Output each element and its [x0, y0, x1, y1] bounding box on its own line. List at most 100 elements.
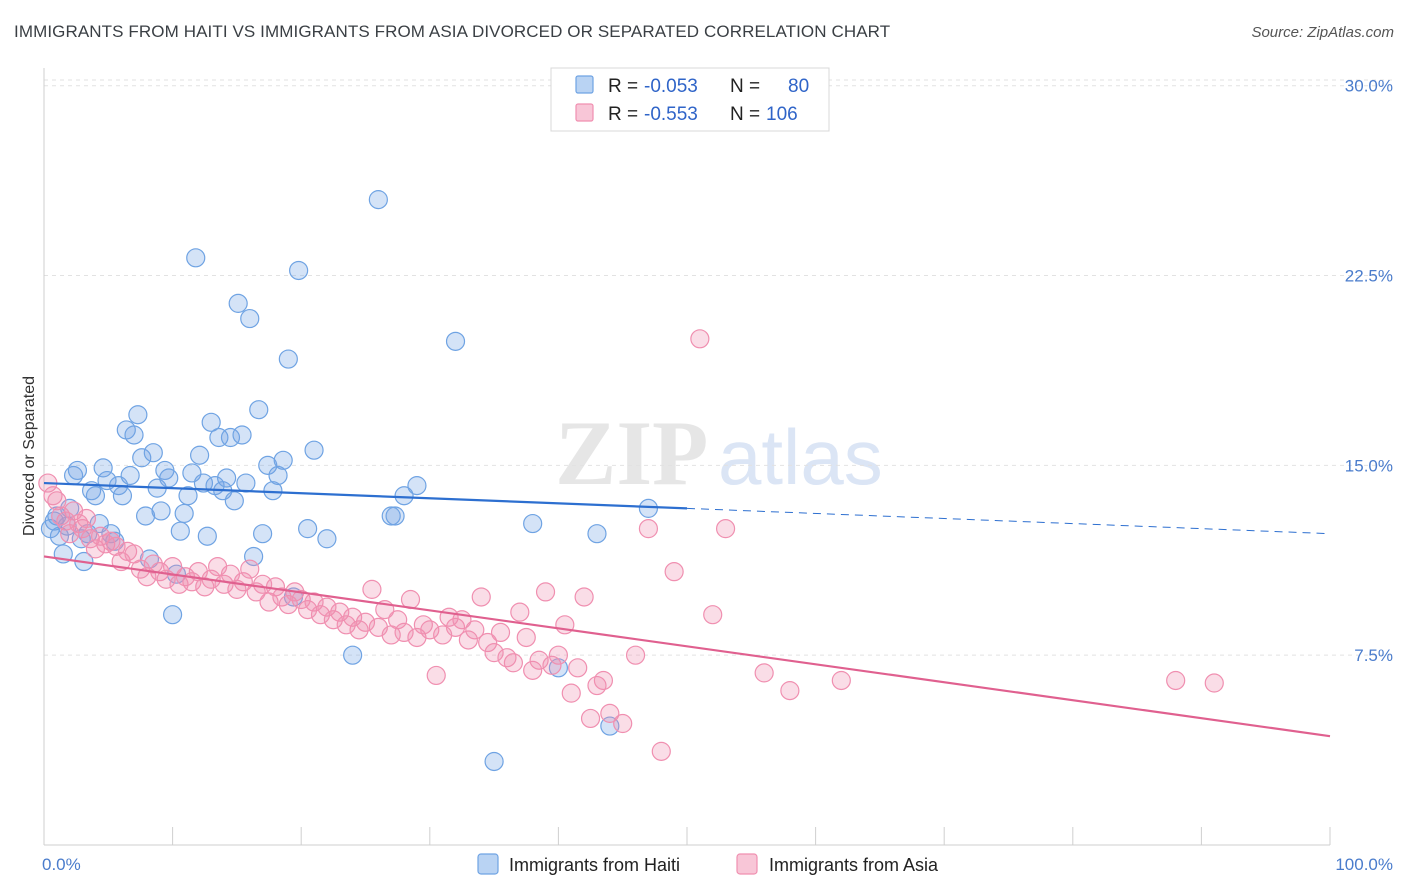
haiti-point-23 [124, 425, 144, 445]
asia-point-84 [548, 645, 569, 665]
haiti-point-24 [128, 405, 148, 425]
haiti-point-8 [67, 460, 88, 481]
trend-line-asia [43, 555, 1331, 738]
watermark-atlas: atlas [718, 413, 883, 501]
haiti-point-61 [278, 349, 298, 369]
haiti-point-49 [224, 491, 244, 511]
y-tick-label-3: 30.0% [1345, 77, 1393, 96]
x-tick-labels: 0.0% 100.0% [42, 855, 1393, 874]
asia-point-64 [420, 620, 440, 640]
asia-point-95 [638, 519, 659, 539]
asia-point-47 [310, 605, 331, 625]
legend-box: R = -0.053 N = 80 R = -0.553 N = 106 [550, 67, 830, 132]
haiti-point-71 [394, 486, 414, 506]
haiti-point-41 [193, 473, 214, 493]
asia-point-92 [600, 703, 620, 723]
haiti-point-66 [317, 529, 337, 549]
axes [43, 68, 1331, 846]
haiti-point-20 [112, 486, 133, 506]
asia-point-41 [272, 587, 292, 607]
asia-point-102 [780, 681, 800, 701]
asia-point-42 [278, 594, 298, 615]
asia-point-76 [497, 648, 517, 668]
asia-point-75 [490, 622, 511, 643]
legend-r-label-2: R = [608, 104, 638, 125]
trend-line-haiti [43, 481, 688, 510]
haiti-point-79 [638, 498, 659, 518]
legend-n-value-2: 106 [766, 104, 798, 125]
x-tick-label-1: 100.0% [1335, 855, 1393, 874]
asia-point-68 [445, 617, 466, 637]
asia-point-79 [516, 627, 536, 648]
asia-point-74 [484, 643, 504, 663]
asia-point-55 [362, 579, 382, 599]
asia-point-72 [471, 587, 491, 607]
source-label: Source: ZipAtlas.com [1251, 24, 1394, 41]
asia-point-8 [72, 519, 93, 539]
asia-point-90 [587, 675, 607, 696]
haiti-point-65 [304, 440, 324, 460]
asia-point-88 [574, 587, 594, 607]
asia-point-15 [106, 536, 126, 556]
asia-point-11 [85, 539, 106, 559]
asia-point-98 [690, 329, 710, 349]
asia-point-87 [568, 658, 588, 678]
asia-point-50 [330, 602, 350, 622]
legend-n-label-2: N = [730, 104, 760, 125]
legend-r-value-1: -0.053 [644, 76, 698, 97]
asia-point-49 [323, 610, 343, 630]
watermark-zip: ZIP [555, 402, 708, 504]
haiti-point-56 [253, 524, 273, 544]
haiti-point-77 [587, 524, 607, 544]
asia-point-83 [542, 655, 562, 675]
haiti-point-33 [163, 605, 183, 625]
haiti-point-75 [523, 513, 543, 534]
legend-swatch-asia [575, 103, 594, 122]
haiti-point-73 [445, 331, 466, 351]
asia-point-59 [388, 610, 408, 630]
bottom-legend-haiti: Immigrants from Haiti [509, 855, 680, 875]
asia-point-24 [163, 556, 183, 577]
haiti-point-42 [197, 526, 217, 546]
asia-point-60 [394, 622, 414, 643]
asia-point-97 [664, 562, 684, 582]
haiti-point-35 [170, 521, 190, 541]
bottom-legend-swatch-haiti [477, 853, 499, 875]
haiti-point-39 [186, 248, 206, 268]
asia-point-70 [458, 630, 478, 650]
haiti-point-51 [232, 425, 252, 445]
haiti-point-72 [407, 476, 427, 496]
y-axis-label: Divorced or Separated [21, 376, 38, 536]
x-tick-label-0: 0.0% [42, 855, 81, 874]
asia-point-99 [703, 605, 723, 625]
asia-point-104 [1166, 670, 1186, 691]
haiti-point-68 [368, 190, 388, 210]
asia-point-81 [529, 650, 549, 670]
asia-point-35 [233, 572, 253, 592]
legend-r-label-1: R = [608, 76, 638, 97]
asia-point-101 [754, 663, 774, 683]
y-tick-labels: 7.5% 15.0% 22.5% 30.0% [1345, 77, 1393, 665]
legend-r-value-2: -0.553 [644, 104, 698, 125]
asia-point-63 [413, 615, 433, 635]
bottom-legend-asia: Immigrants from Asia [769, 855, 939, 875]
haiti-point-74 [484, 751, 504, 772]
haiti-point-63 [289, 260, 309, 281]
legend-swatch-haiti [575, 75, 594, 94]
haiti-point-37 [178, 486, 198, 506]
haiti-point-32 [159, 468, 179, 488]
asia-point-86 [561, 683, 581, 703]
haiti-point-45 [209, 427, 229, 448]
haiti-point-54 [244, 546, 264, 567]
asia-point-78 [510, 602, 530, 622]
asia-point-71 [465, 620, 485, 640]
legend-n-value-1: 80 [788, 76, 809, 97]
haiti-point-25 [132, 448, 152, 468]
asia-point-45 [298, 600, 318, 620]
haiti-point-55 [249, 400, 269, 420]
asia-point-2 [47, 491, 67, 511]
asia-point-91 [593, 670, 614, 691]
asia-point-93 [613, 713, 633, 734]
legend-n-label-1: N = [730, 76, 760, 97]
asia-point-51 [336, 615, 356, 635]
